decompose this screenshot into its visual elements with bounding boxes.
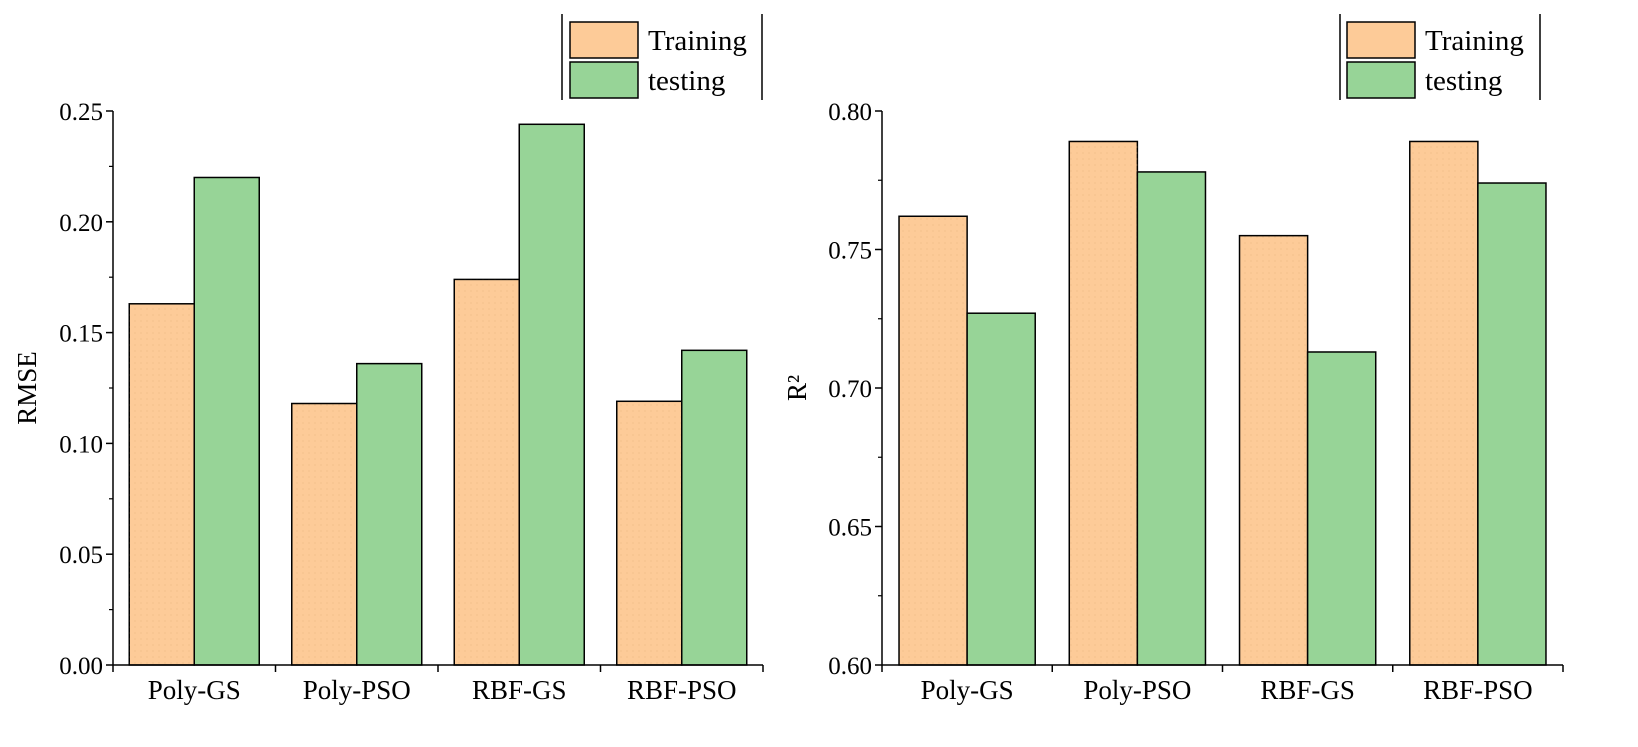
legend-testing-label: testing [1425, 65, 1502, 97]
y-tick-label: 0.00 [59, 653, 103, 680]
training-bar-texture-poly-pso [291, 403, 357, 665]
training-bar-texture-poly-gs [899, 216, 968, 665]
testing-bar-rbf-pso [1477, 182, 1547, 666]
y-tick-label: 0.25 [59, 99, 103, 126]
rmse-y-axis-title: RMSE [12, 351, 42, 425]
training-bar-texture-rbf-gs [1239, 235, 1308, 665]
y-tick-label: 0.80 [828, 99, 872, 126]
testing-bar-rbf-gs [518, 123, 585, 666]
y-tick-label: 0.75 [828, 238, 872, 265]
legend-training-label: Training [1425, 25, 1524, 57]
r2-y-axis-title: R² [782, 375, 812, 401]
legend-testing-swatch [569, 61, 639, 99]
r2-bars [898, 140, 1547, 666]
rmse-chart: 0.00 0.05 0.10 0.15 0.20 0.25 Poly-GS Poly-PSO… [12, 14, 764, 705]
rmse-x-tick-labels: Poly-GS Poly-PSO RBF-GS RBF-PSO [148, 675, 737, 705]
training-bar-texture-rbf-pso [616, 401, 682, 665]
rmse-bars [128, 123, 748, 666]
x-tick-label: RBF-GS [1260, 675, 1355, 705]
y-tick-label: 0.15 [59, 321, 103, 348]
legend-training-label: Training [648, 25, 747, 57]
y-tick-label: 0.10 [59, 431, 103, 458]
r2-chart: 0.60 0.65 0.70 0.75 0.80 Poly-GS Poly-PSO RBF-… [782, 14, 1564, 705]
r2-x-tick-labels: Poly-GS Poly-PSO RBF-GS RBF-PSO [921, 675, 1533, 705]
training-bar-texture-poly-pso [1069, 141, 1138, 666]
x-tick-label: RBF-PSO [1423, 675, 1533, 705]
x-tick-label: Poly-GS [148, 675, 241, 705]
y-tick-label: 0.60 [828, 653, 872, 680]
x-tick-label: RBF-PSO [627, 675, 737, 705]
training-bar-texture-rbf-gs [454, 279, 520, 665]
y-tick-label: 0.20 [59, 210, 103, 237]
legend-testing-label: testing [648, 65, 725, 97]
rmse-y-ticks: 0.00 0.05 0.10 0.15 0.20 0.25 [59, 99, 764, 680]
r2-y-ticks: 0.60 0.65 0.70 0.75 0.80 [828, 99, 1564, 680]
x-tick-label: Poly-PSO [303, 675, 411, 705]
rmse-legend: Training testing [561, 14, 763, 100]
y-tick-label: 0.05 [59, 542, 103, 569]
legend-testing-swatch [1346, 61, 1416, 99]
training-bar-texture-rbf-pso [1409, 141, 1478, 666]
testing-bar-rbf-gs [1306, 351, 1377, 666]
legend-training-swatch [1346, 21, 1416, 59]
testing-bar-poly-pso [1136, 171, 1207, 666]
x-tick-label: RBF-GS [472, 675, 567, 705]
y-tick-label: 0.65 [828, 515, 872, 542]
testing-bar-poly-gs [193, 176, 260, 666]
legend-training-swatch [569, 21, 639, 59]
x-tick-label: Poly-GS [921, 675, 1014, 705]
x-tick-label: Poly-PSO [1083, 675, 1191, 705]
testing-bar-rbf-pso [681, 349, 748, 666]
y-tick-label: 0.70 [828, 376, 872, 403]
training-bar-texture-poly-gs [129, 303, 195, 665]
testing-bar-poly-gs [966, 312, 1036, 666]
r2-legend: Training testing [1339, 14, 1541, 100]
testing-bar-poly-pso [356, 362, 423, 666]
